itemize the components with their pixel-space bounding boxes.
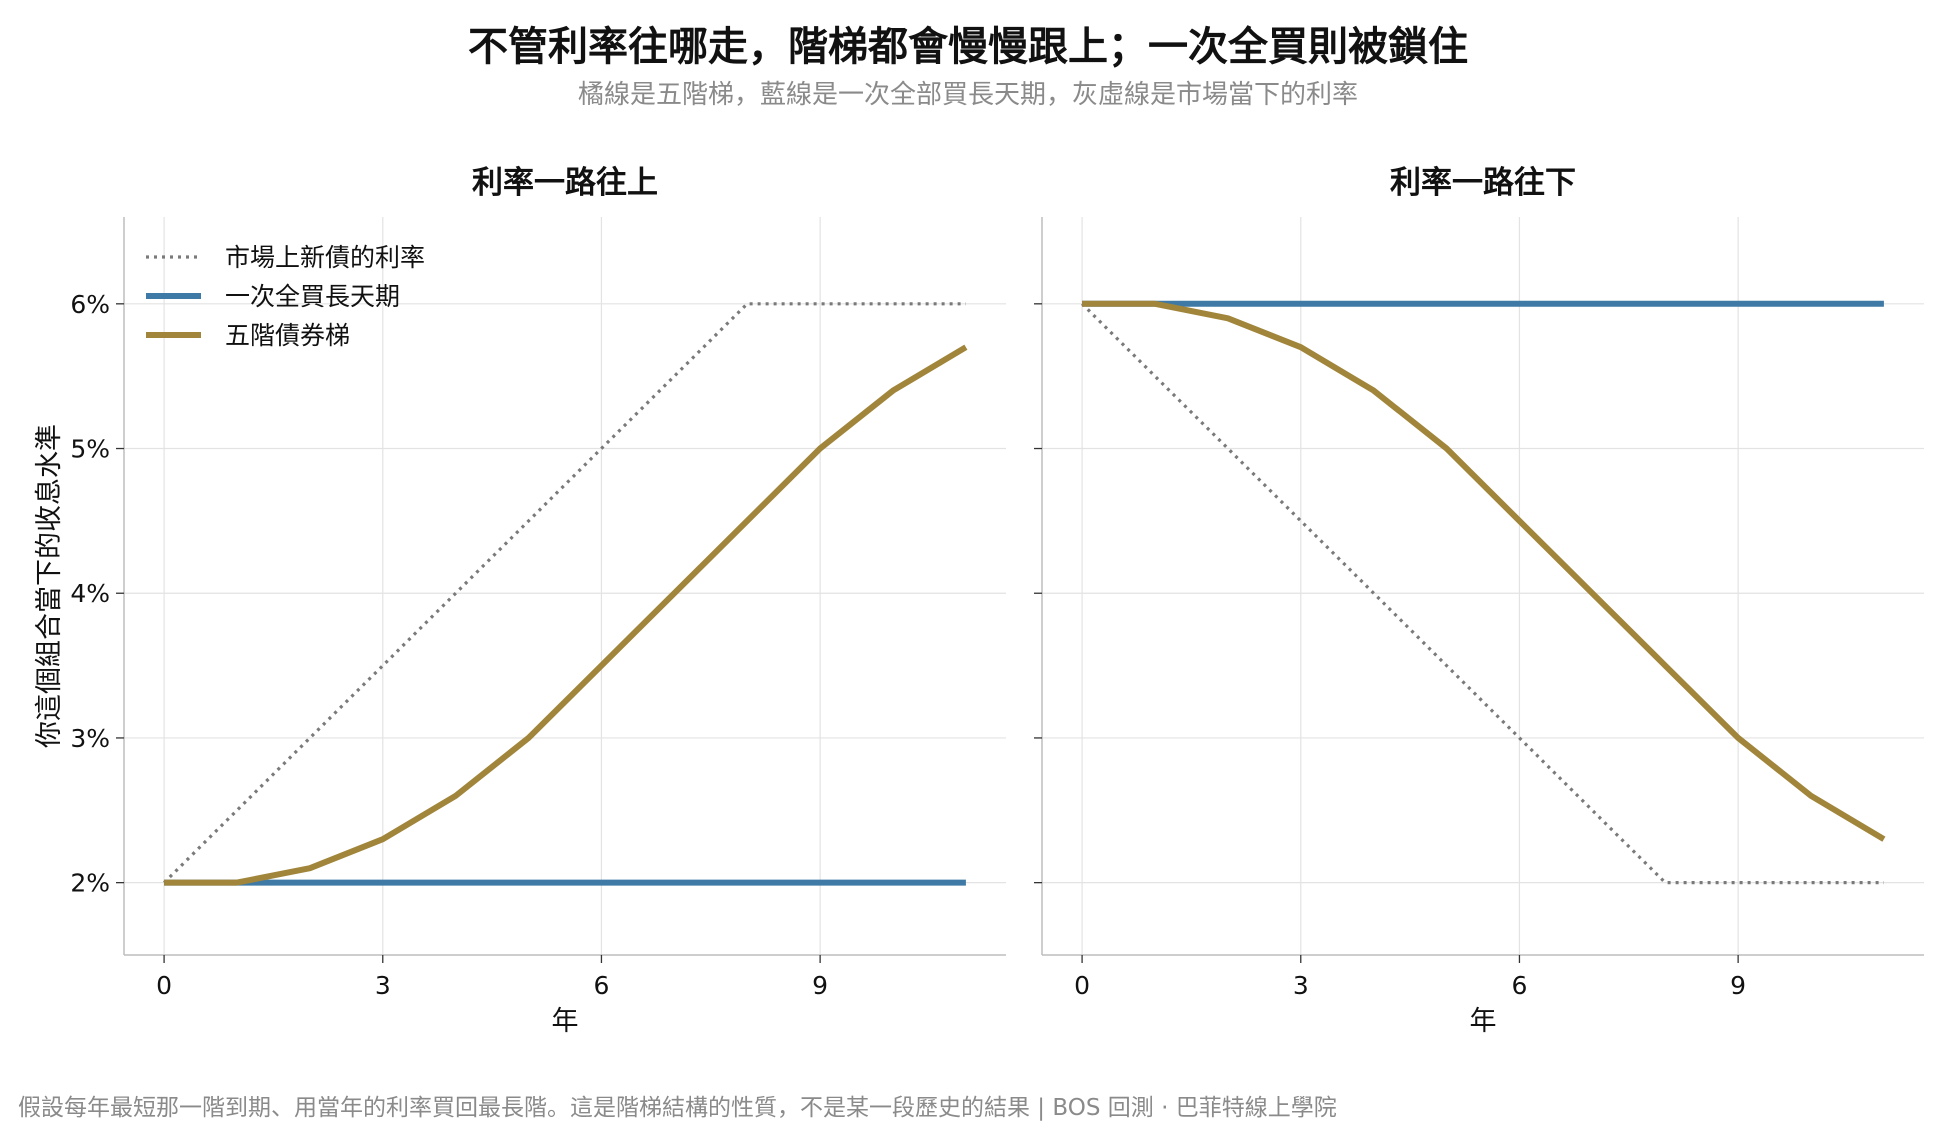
x-tick-label: 0	[1074, 971, 1090, 1000]
legend-label: 五階債券梯	[225, 321, 350, 350]
y-tick-label: 5%	[70, 435, 110, 464]
y-tick-label: 3%	[70, 724, 110, 753]
x-tick-label: 9	[1730, 971, 1746, 1000]
x-tick-label: 3	[1293, 971, 1309, 1000]
panel-title: 利率一路往上	[472, 165, 658, 201]
y-axis-label: 你這個組合當下的收息水準	[34, 424, 65, 748]
legend-label: 一次全買長天期	[225, 282, 400, 311]
y-tick-label: 6%	[70, 290, 110, 319]
x-tick-label: 9	[812, 971, 828, 1000]
y-tick-label: 2%	[70, 869, 110, 898]
x-tick-label: 3	[375, 971, 391, 1000]
footer-note: 假設每年最短那一階到期、用當年的利率買回最長階。這是階梯結構的性質，不是某一段歷…	[18, 1095, 1337, 1121]
x-axis-label: 年	[552, 1006, 579, 1037]
x-axis-label: 年	[1470, 1006, 1497, 1037]
legend-label: 市場上新債的利率	[225, 243, 425, 272]
series-line-3	[164, 344, 968, 886]
chart-subtitle: 橘線是五階梯，藍線是一次全部買長天期，灰虛線是市場當下的利率	[577, 80, 1358, 110]
x-tick-label: 6	[593, 971, 609, 1000]
series-line-1	[1080, 302, 1884, 885]
panel-title: 利率一路往下	[1390, 165, 1576, 201]
series-line-1	[162, 302, 966, 884]
series-line-3	[1082, 300, 1886, 842]
chart-panel-2	[1034, 217, 1924, 963]
x-tick-label: 0	[156, 971, 172, 1000]
y-tick-label: 4%	[70, 579, 110, 608]
x-tick-label: 6	[1511, 971, 1527, 1000]
chart-title: 不管利率往哪走，階梯都會慢慢跟上；一次全買則被鎖住	[468, 24, 1468, 70]
